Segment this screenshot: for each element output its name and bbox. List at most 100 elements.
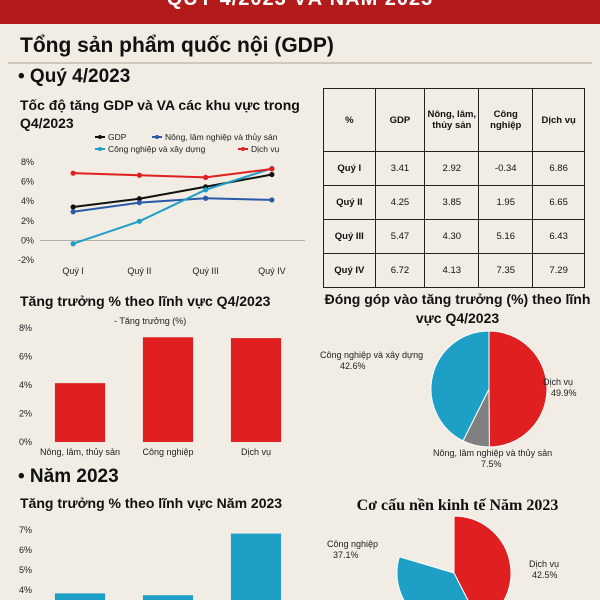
data-point (203, 174, 209, 180)
y-tick-label: 2% (21, 216, 34, 226)
legend-label: Công nghiệp và xây dựng (108, 144, 206, 154)
banner-text: QUÝ 4/2023 VÀ NĂM 2023 (0, 0, 600, 11)
table-cell: Quý II (323, 185, 376, 220)
table-cell: 6.86 (532, 151, 585, 186)
x-tick-label: Quý I (62, 266, 84, 276)
data-point (70, 209, 76, 215)
table-cell: 5.47 (374, 219, 426, 254)
table-row: Quý I 3.41 2.92 -0.34 6.86 (323, 151, 585, 186)
y-tick-label: 0% (19, 437, 32, 447)
bar (54, 383, 106, 442)
data-point (269, 171, 275, 178)
pie-slice-label: Nông, lâm nghiệp và thủy sản (433, 448, 552, 458)
data-point (269, 197, 275, 203)
legend-marker (241, 147, 245, 151)
section-year-heading: • Năm 2023 (18, 466, 119, 487)
table-cell: 1.95 (478, 185, 534, 220)
series-line (73, 167, 273, 179)
table-cell: 4.30 (424, 219, 480, 254)
y-tick-label: -2% (18, 255, 34, 265)
pie-slice-label: Công nghiệp (327, 539, 378, 549)
series-line (73, 173, 273, 208)
y-tick-label: 4% (19, 380, 32, 390)
table-header-cell: Công nghiệp (478, 88, 534, 152)
pie-slice-value: 42.5% (532, 570, 558, 580)
y-tick-label: 0% (21, 235, 34, 245)
y-tick-label: 6% (19, 352, 32, 362)
pie-slice-value: 37.1% (333, 550, 359, 560)
line-chart-title: Tốc độ tăng GDP và VA các khu vực trong … (20, 97, 300, 131)
table-cell: 2.92 (424, 151, 480, 186)
legend-label: - Tăng trưởng (%) (114, 316, 186, 326)
pie-slice (396, 556, 469, 600)
legend-label: Nông, lâm nghiệp và thủy sản (165, 132, 278, 142)
series-line (72, 167, 273, 245)
y-tick-label: 4% (19, 585, 32, 595)
bar (230, 338, 282, 442)
table-header-cell: Dịch vụ (532, 88, 585, 152)
pie-slice (453, 515, 512, 600)
table-row: Quý III 5.47 4.30 5.16 6.43 (323, 219, 585, 254)
y-tick-label: 5% (19, 565, 32, 575)
bar (142, 595, 194, 600)
line-chart: -2% 0% 2% 4% 6% 8% Quý I Quý II Quý III Quý IV GDP… (18, 132, 305, 276)
table-cell: -0.34 (478, 151, 534, 186)
x-tick-label: Nông, lâm, thủy sản (40, 447, 120, 457)
pie-year-title: Cơ cấu nền kinh tế Năm 2023 (356, 497, 559, 514)
y-tick-label: 8% (21, 157, 34, 167)
legend-marker (155, 135, 159, 139)
top-banner: QUÝ 4/2023 VÀ NĂM 2023 (0, 0, 600, 24)
table-cell: Quý IV (323, 253, 376, 288)
data-point (70, 241, 76, 247)
pie-slice-label: Dịch vụ (529, 559, 559, 569)
table-cell: 3.41 (374, 151, 426, 186)
data-point (136, 196, 142, 202)
y-tick-label: 4% (21, 196, 34, 206)
x-tick-label: Công nghiệp (142, 447, 193, 457)
table-cell: 7.35 (478, 253, 534, 288)
y-tick-label: 6% (19, 545, 32, 555)
x-tick-label: Dịch vụ (241, 447, 271, 457)
page-title: Tổng sản phẩm quốc nội (GDP) (8, 32, 592, 64)
bar (54, 593, 106, 600)
table-cell: 5.16 (478, 219, 534, 254)
section-q4-heading: • Quý 4/2023 (18, 66, 131, 87)
y-tick-label: 8% (19, 323, 32, 333)
legend-label: Dịch vụ (251, 144, 280, 154)
table-header-cell: GDP (374, 88, 426, 152)
data-point (136, 218, 142, 224)
legend-marker (98, 135, 102, 139)
gdp-growth-table: % GDP Nông, lâm, thủy sản Công nghiệp Dị… (323, 88, 585, 288)
table-cell: 7.29 (532, 253, 585, 288)
table-cell: 6.72 (374, 253, 426, 288)
pie-slice-value: 49.9% (551, 388, 577, 398)
data-point (203, 195, 209, 201)
data-point (269, 166, 275, 172)
data-point (70, 204, 76, 210)
pie-slice (488, 330, 548, 448)
x-tick-label: Quý IV (258, 266, 286, 276)
data-point (136, 172, 142, 178)
bar (230, 533, 282, 600)
data-point (136, 200, 142, 206)
table-cell: 6.65 (532, 185, 585, 220)
table-row: Quý II 4.25 3.85 1.95 6.65 (323, 185, 585, 220)
pie-q4-title: Đóng góp vào tăng trưởng (%) theo lĩnh v… (324, 291, 591, 326)
x-tick-label: Quý III (192, 266, 219, 276)
table-cell: 4.25 (374, 185, 426, 220)
pie-slice (430, 330, 490, 442)
x-tick-label: Quý II (127, 266, 151, 276)
table-cell: 6.43 (532, 219, 585, 254)
pie-slice-label: Công nghiệp và xây dựng (320, 350, 423, 360)
bar-chart-year: 3%4%5%6%7% (19, 525, 282, 600)
y-tick-label: 7% (19, 525, 32, 535)
data-point (203, 187, 209, 193)
table-cell: Quý III (323, 219, 376, 254)
table-cell: Quý I (323, 151, 376, 186)
table-header-cell: Nông, lâm, thủy sản (424, 88, 480, 152)
pie-slice-value: 7.5% (481, 459, 502, 469)
y-tick-label: 2% (19, 409, 32, 419)
bar-q4-title: Tăng trưởng % theo lĩnh vực Q4/2023 (20, 293, 271, 309)
